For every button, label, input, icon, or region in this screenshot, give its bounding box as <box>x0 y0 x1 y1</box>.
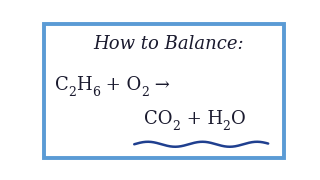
Text: + H: + H <box>180 110 223 128</box>
Text: 2: 2 <box>173 120 180 133</box>
Text: 2: 2 <box>68 86 76 100</box>
Text: CO: CO <box>144 110 173 128</box>
FancyBboxPatch shape <box>44 24 284 158</box>
Text: 2: 2 <box>223 120 230 133</box>
Text: + O: + O <box>100 76 141 94</box>
Text: How to Balance:: How to Balance: <box>94 35 244 53</box>
Text: →: → <box>149 76 170 94</box>
Text: C: C <box>55 76 68 94</box>
Text: H: H <box>76 76 92 94</box>
Text: O: O <box>230 110 245 128</box>
Text: 6: 6 <box>92 86 100 100</box>
Text: 2: 2 <box>141 86 149 100</box>
